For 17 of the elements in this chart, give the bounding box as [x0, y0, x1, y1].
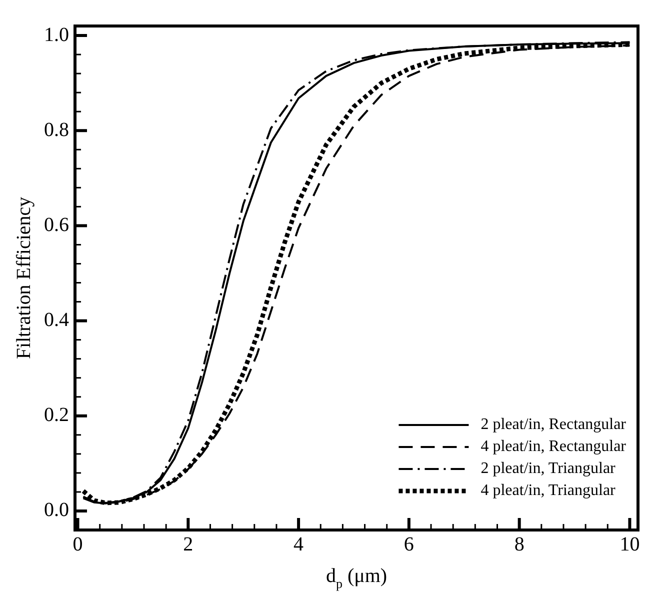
- x-tick-label: 4: [294, 533, 304, 556]
- legend-label: 4 pleat/in, Rectangular: [480, 438, 627, 456]
- x-tick-label: 6: [404, 533, 414, 556]
- x-tick-label: 0: [72, 533, 83, 556]
- x-tick-label: 10: [620, 533, 640, 556]
- legend-label: 2 pleat/in, Rectangular: [480, 416, 627, 434]
- legend-label: 2 pleat/in, Triangular: [480, 460, 616, 478]
- y-axis-title: Filtration Efficiency: [13, 196, 35, 360]
- x-tick-label: 8: [514, 533, 524, 556]
- y-tick-label: 1.0: [44, 24, 69, 46]
- y-tick-label: 0.4: [44, 309, 69, 332]
- x-tick-label: 2: [183, 533, 194, 556]
- y-tick-label: 0.0: [44, 499, 69, 522]
- y-tick-label: 0.8: [44, 118, 69, 141]
- y-tick-label: 0.2: [44, 404, 69, 426]
- y-tick-label: 0.6: [44, 214, 69, 236]
- legend-label: 4 pleat/in, Triangular: [480, 482, 616, 500]
